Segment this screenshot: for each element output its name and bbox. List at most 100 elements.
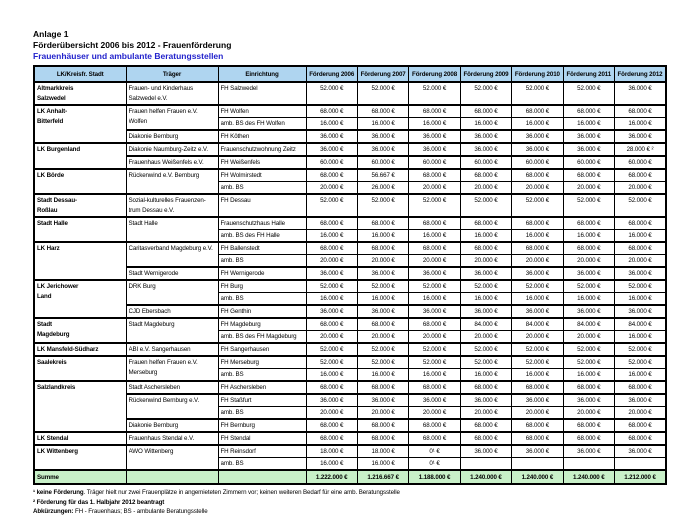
funding-value-cell — [562, 457, 616, 470]
funding-value-cell: 52.000 € — [511, 279, 564, 293]
funding-value-cell: 36.000 € — [459, 142, 513, 156]
einrichtung-cell: FH Wolmirstedt — [217, 168, 307, 182]
einrichtung-cell: Frauenschutzwohnung Zeitz — [217, 142, 307, 156]
funding-value-cell: 36.000 € — [562, 393, 616, 407]
district-cell: Altmarkkreis Salzwedel — [33, 81, 127, 105]
document-title: Förderübersicht 2006 bis 2012 - Frauenfö… — [33, 40, 232, 50]
funding-value-cell: 52.000 € — [614, 279, 667, 293]
funding-value-cell: 36.000 € — [614, 393, 667, 407]
funding-value-cell: 20.000 € — [614, 254, 667, 267]
funding-value-cell: 16.000 € — [459, 229, 513, 242]
funding-value-cell: 16.000 € — [305, 457, 358, 470]
funding-value-cell: 16.000 € — [356, 117, 410, 130]
funding-value-cell: 52.000 € — [305, 279, 358, 293]
table-row: LK Harz Caritasverband Magdeburg e.V. FH B… — [33, 241, 667, 280]
traeger-cell: Rückenwind e.V. Bernburg — [125, 168, 219, 194]
einrichtung-cell: FH Sangerhausen — [217, 342, 307, 356]
funding-value-cell: 52.000 € — [408, 342, 461, 356]
funding-value-cell: 84.000 € — [562, 317, 616, 331]
einrichtung-cell: amb. BS des FH Halle — [217, 229, 307, 242]
traeger-cell: Frauenhaus Stendal e.V. — [125, 431, 219, 445]
funding-value-cell: 36.000 € — [511, 393, 564, 407]
table-row: LK Mansfeld-Südharz ABI e.V. Sangerhausen… — [33, 342, 667, 356]
funding-value-cell: 36.000 € — [408, 142, 461, 156]
sum-value-cell: 1.212.000 € — [614, 469, 667, 485]
funding-value-cell: 68.000 € — [305, 317, 358, 331]
funding-value-cell: 16.000 € — [511, 117, 564, 130]
table-row: Stadt Magdeburg Stadt Magdeburg FH Magdebur… — [33, 317, 667, 343]
funding-value-cell: 52.000 € — [511, 342, 564, 356]
funding-value-cell: 36.000 € — [511, 142, 564, 156]
funding-value-cell: 60.000 € — [511, 155, 564, 169]
funding-value-cell: 36.000 € — [305, 393, 358, 407]
funding-value-cell: 36.000 € — [511, 266, 564, 280]
funding-value-cell: 16.000 € — [511, 229, 564, 242]
einrichtung-cell: FH Stendal — [217, 431, 307, 445]
funding-value-cell: 20.000 € — [459, 181, 513, 194]
funding-value-cell: 68.000 € — [305, 216, 358, 230]
funding-value-cell: 84.000 € — [511, 317, 564, 331]
funding-value-cell: 68.000 € — [459, 380, 513, 394]
funding-value-cell: 52.000 € — [614, 355, 667, 369]
funding-value-cell: 18.000 € — [305, 444, 358, 458]
einrichtung-cell: FH Bernburg — [217, 418, 307, 432]
funding-value-cell: 20.000 € — [614, 181, 667, 194]
funding-value-cell: 16.000 € — [356, 292, 410, 305]
funding-value-cell: 36.000 € — [408, 304, 461, 318]
funding-value-cell: 52.000 € — [459, 81, 513, 105]
table-row: LK Börde Rückenwind e.V. Bernburg FH Wolmi… — [33, 168, 667, 194]
document-subtitle: Frauenhäuser und ambulante Beratungsstel… — [33, 51, 224, 61]
funding-value-cell: 68.000 € — [562, 418, 616, 432]
funding-value-cell: 20.000 € — [511, 254, 564, 267]
funding-value-cell: 68.000 € — [305, 241, 358, 255]
funding-value-cell: 68.000 € — [614, 104, 667, 118]
einrichtung-cell: FH Wernigerode — [217, 266, 307, 280]
funding-value-cell: 60.000 € — [459, 155, 513, 169]
funding-value-cell: 20.000 € — [305, 330, 358, 343]
funding-value-cell: 16.000 € — [459, 117, 513, 130]
funding-value-cell — [511, 457, 564, 470]
funding-value-cell: 16.000 € — [305, 117, 358, 130]
funding-value-cell: 52.000 € — [356, 279, 410, 293]
district-cell: Stadt Magdeburg — [33, 317, 127, 343]
funding-value-cell: 36.000 € — [356, 393, 410, 407]
funding-value-cell: 68.000 € — [614, 168, 667, 182]
funding-value-cell: 36.000 € — [562, 142, 616, 156]
funding-value-cell: 20.000 € — [305, 406, 358, 419]
funding-value-cell: 52.000 € — [408, 355, 461, 369]
funding-value-cell: 20.000 € — [408, 254, 461, 267]
funding-value-cell: 68.000 € — [305, 380, 358, 394]
district-cell: LK Jerichower Land — [33, 279, 127, 318]
funding-value-cell: 36.000 € — [562, 266, 616, 280]
district-cell: Saalekreis — [33, 355, 127, 381]
funding-value-cell: 68.000 € — [562, 216, 616, 230]
funding-value-cell: 68.000 € — [305, 168, 358, 182]
funding-value-cell: 36.000 € — [408, 393, 461, 407]
column-header: Träger — [125, 65, 219, 83]
column-header: LK/Kreisfr. Stadt — [33, 65, 127, 83]
table-row: Altmarkkreis Salzwedel Frauen- und Kinderh… — [33, 81, 667, 105]
einrichtung-cell: amb. BS — [217, 292, 307, 305]
funding-value-cell: 16.000 € — [356, 457, 410, 470]
traeger-cell: Stadt Halle — [125, 216, 219, 242]
funding-value-cell: 16.000 € — [562, 292, 616, 305]
funding-value-cell: 68.000 € — [408, 241, 461, 255]
einrichtung-cell: FH Burg — [217, 279, 307, 293]
funding-value-cell: 52.000 € — [356, 193, 410, 217]
funding-value-cell: 28.000 € ² — [614, 142, 667, 156]
funding-value-cell: 20.000 € — [511, 181, 564, 194]
funding-value-cell: 68.000 € — [614, 418, 667, 432]
district-cell: LK Burgenland — [33, 142, 127, 169]
funding-value-cell: 52.000 € — [408, 193, 461, 217]
einrichtung-cell: FH Salzwedel — [217, 81, 307, 105]
funding-value-cell: 36.000 € — [511, 304, 564, 318]
table-row: amb. BS 16.000 €16.000 €0¹ € — [34, 457, 667, 470]
funding-value-cell: 36.000 € — [356, 304, 410, 318]
funding-table: LK/Kreisfr. Stadt Träger Einrichtung Förder… — [33, 65, 667, 485]
einrichtung-cell: amb. BS — [217, 181, 307, 194]
einrichtung-cell: amb. BS — [217, 406, 307, 419]
district-cell: Stadt Halle — [33, 216, 127, 242]
funding-value-cell: 16.000 € — [305, 229, 358, 242]
funding-value-cell: 36.000 € — [356, 142, 410, 156]
